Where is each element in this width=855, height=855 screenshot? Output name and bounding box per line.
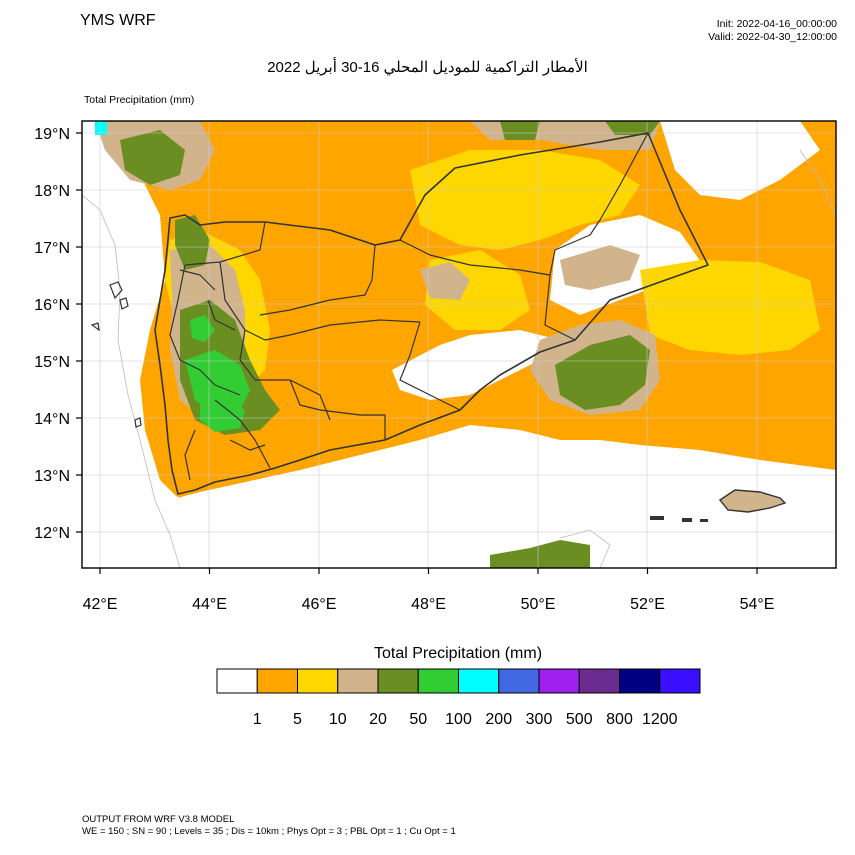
legend-color-box — [659, 668, 701, 694]
legend-color-box — [216, 668, 258, 694]
legend-color-box — [619, 668, 661, 694]
init-time: Init: 2022-04-16_00:00:00 — [716, 18, 837, 30]
legend-label: 500 — [566, 711, 593, 728]
field-white-farnortheast — [660, 121, 820, 200]
precipitation-map: 19°N 18°N 17°N 16°N 15°N 14°N 13°N 12°N 42°E 44°… — [34, 120, 837, 613]
lon-label: 50°E — [521, 596, 556, 613]
socotra-minor-islands — [650, 516, 708, 522]
legend-label: 300 — [526, 711, 553, 728]
coastline-somalia — [559, 529, 611, 568]
socotra-island — [718, 489, 787, 513]
field-tan-center — [420, 262, 470, 300]
valid-time: Valid: 2022-04-30_12:00:00 — [708, 31, 837, 43]
legend-title: Total Precipitation (mm) — [373, 645, 543, 662]
legend-label: 1 — [253, 711, 262, 728]
field-olive-southcoast — [490, 540, 590, 568]
field-cyan-spot — [95, 121, 107, 135]
map-field — [82, 121, 836, 568]
lat-label: 12°N — [34, 525, 70, 542]
field-white-redsea-west — [82, 121, 190, 520]
yemen-border — [154, 132, 709, 495]
lat-label: 15°N — [34, 354, 70, 371]
legend-color-box — [377, 668, 419, 694]
legend-color-box — [337, 668, 379, 694]
field-yellow-east — [640, 260, 820, 355]
latitude-axis: 19°N 18°N 17°N 16°N 15°N 14°N 13°N 12°N — [34, 126, 82, 542]
governorate-borders — [169, 132, 649, 481]
longitude-axis: 42°E 44°E 46°E 48°E 50°E 52°E 54°E — [83, 568, 775, 613]
legend-label: 100 — [445, 711, 472, 728]
legend-color-box — [417, 668, 459, 694]
footer-model-info: OUTPUT FROM WRF V3.8 MODEL — [82, 814, 235, 825]
legend-labels: 1 5 10 20 50 100 200 300 500 800 1200 — [253, 711, 678, 728]
field-green-plateau-1 — [185, 350, 250, 415]
map-frame — [81, 120, 837, 569]
field-white-interior — [392, 330, 560, 400]
map-grid — [82, 121, 836, 568]
lon-label: 46°E — [302, 596, 337, 613]
legend-color-box — [297, 668, 339, 694]
lon-label: 54°E — [740, 596, 775, 613]
legend-color-box — [578, 668, 620, 694]
lat-label: 14°N — [34, 411, 70, 428]
legend-label: 50 — [409, 711, 427, 728]
lon-label: 48°E — [411, 596, 446, 613]
legend-label: 800 — [606, 711, 633, 728]
field-olive-east — [555, 335, 650, 410]
lat-label: 18°N — [34, 183, 70, 200]
field-tan-ne — [560, 245, 640, 290]
field-olive-northwest — [120, 130, 185, 185]
model-name: YMS WRF — [80, 12, 156, 29]
legend-color-boxes — [216, 668, 701, 694]
footer-config-info: WE = 150 ; SN = 90 ; Levels = 35 ; Dis =… — [82, 826, 456, 837]
red-sea-islands — [90, 281, 142, 428]
legend-color-box — [256, 668, 298, 694]
legend-color-box — [458, 668, 500, 694]
field-olive-north-hills — [175, 215, 210, 270]
legend-label: 5 — [293, 711, 302, 728]
legend-label: 20 — [369, 711, 387, 728]
field-olive-topright — [605, 121, 660, 135]
legend-label: 10 — [329, 711, 347, 728]
field-yellow-north — [410, 150, 640, 250]
coastline-oman — [799, 149, 836, 216]
coastline-african-coast — [82, 194, 181, 568]
lon-label: 52°E — [630, 596, 665, 613]
lon-label: 42°E — [83, 596, 118, 613]
lat-label: 13°N — [34, 468, 70, 485]
map-title: الأمطار التراكمية للموديل المحلي 16-30 أ… — [267, 59, 588, 76]
lat-label: 17°N — [34, 240, 70, 257]
field-olive-top — [500, 121, 540, 140]
legend-label: 200 — [485, 711, 512, 728]
lon-label: 44°E — [192, 596, 227, 613]
field-green-plateau-2 — [200, 395, 245, 432]
legend-label: 1200 — [642, 711, 678, 728]
lat-label: 19°N — [34, 126, 70, 143]
lat-label: 16°N — [34, 297, 70, 314]
legend-color-box — [498, 668, 540, 694]
field-label: Total Precipitation (mm) — [84, 94, 195, 106]
legend-color-box — [538, 668, 580, 694]
